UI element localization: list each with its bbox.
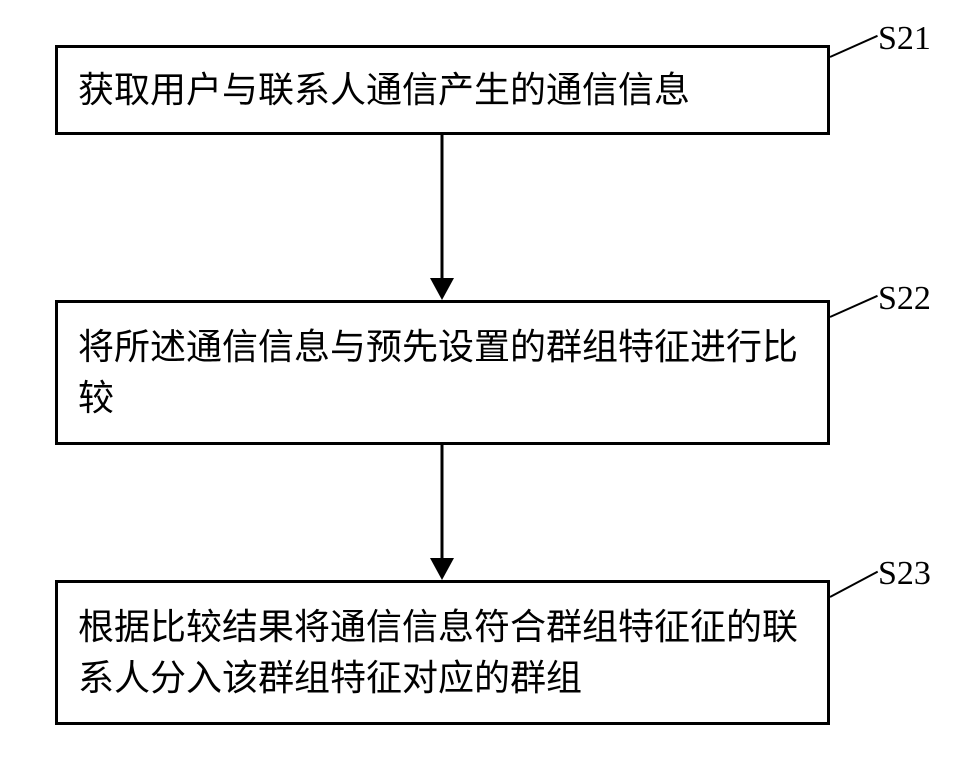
leader-line-s22: [830, 295, 878, 318]
step-label-s22: S22: [878, 280, 931, 318]
flowchart-canvas: 获取用户与联系人通信产生的通信信息 S21 将所述通信信息与预先设置的群组特征进…: [0, 0, 960, 765]
arrow-head-s22-s23: [430, 558, 454, 580]
leader-line-s23: [830, 571, 879, 598]
step-label-s21: S21: [878, 20, 931, 58]
arrow-head-s21-s22: [430, 278, 454, 300]
step-label-s23: S23: [878, 555, 931, 593]
step-text-s21: 获取用户与联系人通信产生的通信信息: [78, 65, 807, 115]
arrow-s21-s22: [441, 135, 444, 278]
step-text-s22: 将所述通信信息与预先设置的群组特征进行比较: [78, 322, 807, 423]
arrow-s22-s23: [441, 445, 444, 558]
step-box-s22: 将所述通信信息与预先设置的群组特征进行比较: [55, 300, 830, 445]
step-box-s23: 根据比较结果将通信信息符合群组特征征的联系人分入该群组特征对应的群组: [55, 580, 830, 725]
step-box-s21: 获取用户与联系人通信产生的通信信息: [55, 45, 830, 135]
leader-line-s21: [830, 35, 878, 58]
step-text-s23: 根据比较结果将通信信息符合群组特征征的联系人分入该群组特征对应的群组: [78, 602, 807, 703]
